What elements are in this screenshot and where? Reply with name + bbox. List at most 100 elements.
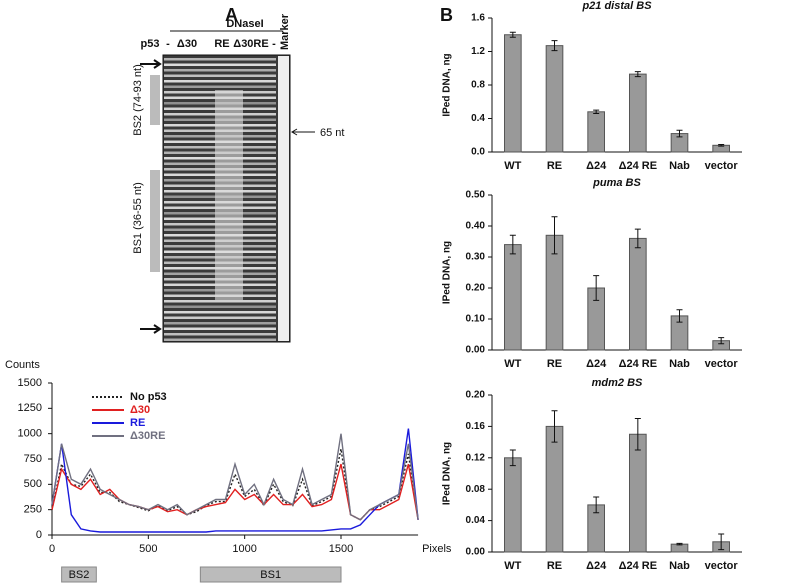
x-tick-label: Nab <box>669 358 690 370</box>
error-bar <box>551 216 558 255</box>
legend-label: Δ30RE <box>130 430 165 442</box>
y-tick-label: 0.12 <box>466 452 486 463</box>
x-tick-label: RE <box>547 160 562 172</box>
marker-lane <box>278 56 289 341</box>
x-tick-label: vector <box>705 358 739 370</box>
gel-band <box>164 327 276 330</box>
bs-label: BS1 (36-55 nt) <box>132 182 144 254</box>
lane-label: Δ30RE <box>233 38 268 50</box>
lane-label: Δ30 <box>177 38 197 50</box>
x-tick-label: 0 <box>49 543 55 555</box>
x-tick-label: WT <box>504 358 521 370</box>
gel-label: p53 <box>141 38 160 50</box>
gel-band <box>164 80 276 83</box>
error-bar <box>634 418 641 451</box>
gel-band <box>164 63 276 66</box>
x-tick-label: Δ24 RE <box>619 358 657 370</box>
x-tick-label: 1500 <box>329 543 353 555</box>
y-tick-label: 750 <box>24 453 42 465</box>
error-bar <box>676 129 683 138</box>
x-tick-label: RE <box>547 358 562 370</box>
error-bar <box>509 449 516 467</box>
region-label: BS1 <box>260 569 281 581</box>
bar <box>629 433 647 553</box>
gel-band <box>164 58 276 61</box>
lane-label: - <box>166 38 170 50</box>
error-bar <box>634 228 641 249</box>
arrow <box>291 128 315 136</box>
series-line <box>51 448 419 521</box>
x-tick-label: 500 <box>139 543 157 555</box>
chart-title: puma BS <box>592 177 641 189</box>
error-bar <box>718 337 725 345</box>
gel-band <box>164 300 276 303</box>
y-tick-label: 0.50 <box>466 190 486 201</box>
bar <box>504 244 522 351</box>
gel-band <box>164 333 276 336</box>
gel-band <box>164 69 276 72</box>
y-tick-label: 0.10 <box>466 314 486 325</box>
y-axis-label: Counts <box>5 359 40 371</box>
series-line <box>51 428 419 533</box>
y-tick-label: 1000 <box>18 428 42 440</box>
y-tick-label: 0.0 <box>471 147 485 158</box>
x-tick-label: Δ24 <box>586 358 607 370</box>
chart-title: p21 distal BS <box>581 0 652 12</box>
x-tick-label: RE <box>547 560 562 572</box>
gel-band <box>164 316 276 319</box>
error-bar <box>593 496 600 514</box>
error-bar <box>634 71 641 78</box>
series-line <box>51 433 419 521</box>
error-bar <box>676 309 683 323</box>
y-tick-label: 0.00 <box>466 547 486 558</box>
gel: DNaseI p53 - Δ30 RE Δ30RE - Marker BS2 (… <box>132 13 344 343</box>
bs1-bar <box>150 170 160 272</box>
error-bar <box>676 542 683 546</box>
x-tick-label: Δ24 <box>586 560 607 572</box>
y-tick-label: 0.16 <box>466 421 486 432</box>
y-tick-label: 0.00 <box>466 345 486 356</box>
y-tick-label: 0.40 <box>466 221 486 232</box>
legend-label: No p53 <box>130 391 167 403</box>
x-tick-label: Nab <box>669 160 690 172</box>
y-tick-label: 250 <box>24 504 42 516</box>
region <box>199 566 342 583</box>
x-tick-label: Nab <box>669 560 690 572</box>
gel-band <box>164 85 276 88</box>
y-tick-label: 500 <box>24 478 42 490</box>
y-tick-label: 0.8 <box>471 80 485 91</box>
error-bar <box>718 143 725 147</box>
y-tick-label: 1250 <box>18 402 42 414</box>
y-tick-label: 1.2 <box>471 46 485 57</box>
chart-title: mdm2 BS <box>592 377 643 389</box>
x-tick-label: WT <box>504 560 521 572</box>
x-tick-label: 1000 <box>232 543 256 555</box>
error-bar <box>509 31 516 38</box>
error-bar <box>593 109 600 114</box>
arrow <box>140 59 162 69</box>
x-tick-label: Δ24 RE <box>619 160 657 172</box>
bar <box>504 457 522 553</box>
bar <box>587 111 605 153</box>
y-tick-label: 1500 <box>18 377 42 389</box>
bar <box>545 45 564 153</box>
error-bar <box>509 234 516 255</box>
lane-label: - <box>272 38 276 50</box>
bar <box>504 34 522 153</box>
y-axis-label: IPed DNA, ng <box>442 53 453 116</box>
gel-smear <box>215 90 243 300</box>
region-label: BS2 <box>69 569 90 581</box>
legend-label: RE <box>130 417 145 429</box>
error-bar <box>718 533 725 551</box>
size-label: 65 nt <box>320 127 344 139</box>
y-tick-label: 0.4 <box>471 113 485 124</box>
y-tick-label: 0.20 <box>466 390 486 401</box>
arrow <box>140 324 162 334</box>
y-tick-label: 1.6 <box>471 13 485 24</box>
x-tick-label: WT <box>504 160 521 172</box>
x-tick-label: Δ24 RE <box>619 560 657 572</box>
y-tick-label: 0.30 <box>466 252 486 263</box>
lane-label: RE <box>214 38 229 50</box>
gel-band <box>164 305 276 308</box>
